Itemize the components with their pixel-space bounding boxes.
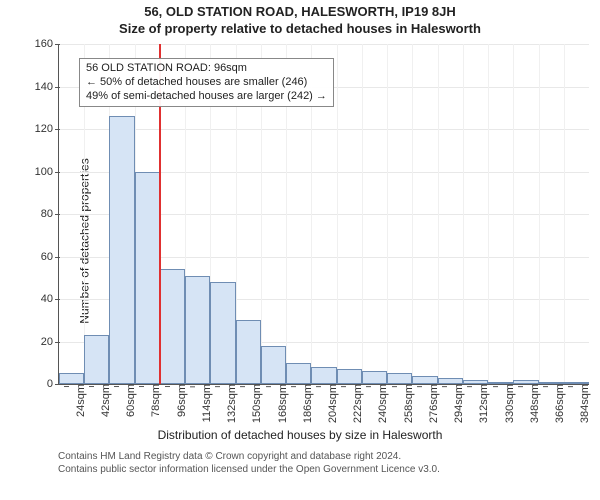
x-tick: 24sqm — [69, 384, 87, 417]
y-tick: 120 — [35, 123, 59, 135]
annotation-box: 56 OLD STATION ROAD: 96sqm ← 50% of deta… — [79, 58, 334, 107]
y-tick: 20 — [41, 336, 59, 348]
histogram-bar — [412, 376, 437, 385]
y-tick: 0 — [47, 378, 59, 390]
x-tick: 276sqm — [422, 384, 440, 423]
histogram-bar — [236, 320, 261, 384]
x-tick: 258sqm — [397, 384, 415, 423]
x-tick: 60sqm — [119, 384, 137, 417]
x-axis-label: Distribution of detached houses by size … — [0, 428, 600, 442]
chart-container: Number of detached properties 0204060801… — [0, 36, 600, 446]
x-tick: 222sqm — [346, 384, 364, 423]
x-tick: 384sqm — [573, 384, 591, 423]
address-title: 56, OLD STATION ROAD, HALESWORTH, IP19 8… — [0, 0, 600, 19]
gridline-v — [488, 44, 489, 384]
gridline-v — [387, 44, 388, 384]
annotation-line: 56 OLD STATION ROAD: 96sqm — [86, 62, 327, 76]
y-tick: 140 — [35, 81, 59, 93]
histogram-bar — [337, 369, 362, 384]
gridline-v — [539, 44, 540, 384]
x-tick: 42sqm — [94, 384, 112, 417]
y-tick: 160 — [35, 38, 59, 50]
histogram-bar — [185, 276, 210, 384]
histogram-bar — [135, 172, 160, 385]
histogram-bar — [210, 282, 235, 384]
x-tick: 240sqm — [371, 384, 389, 423]
x-tick: 96sqm — [170, 384, 188, 417]
x-tick: 312sqm — [472, 384, 490, 423]
gridline-v — [463, 44, 464, 384]
x-tick: 150sqm — [245, 384, 263, 423]
histogram-bar — [362, 371, 387, 384]
histogram-bar — [387, 373, 412, 384]
gridline-v — [337, 44, 338, 384]
footer-line: Contains public sector information licen… — [58, 463, 590, 476]
gridline-v — [513, 44, 514, 384]
y-tick: 80 — [41, 208, 59, 220]
x-tick: 330sqm — [498, 384, 516, 423]
gridline-v — [438, 44, 439, 384]
gridline-h — [59, 129, 589, 130]
x-tick: 204sqm — [321, 384, 339, 423]
annotation-line: ← 50% of detached houses are smaller (24… — [86, 76, 327, 90]
histogram-bar — [84, 335, 109, 384]
x-tick: 294sqm — [447, 384, 465, 423]
y-tick: 100 — [35, 166, 59, 178]
histogram-bar — [311, 367, 336, 384]
histogram-bar — [59, 373, 84, 384]
y-tick: 60 — [41, 251, 59, 263]
gridline-v — [412, 44, 413, 384]
annotation-line: 49% of semi-detached houses are larger (… — [86, 90, 327, 104]
header-block: 56, OLD STATION ROAD, HALESWORTH, IP19 8… — [0, 0, 600, 36]
attribution-footer: Contains HM Land Registry data © Crown c… — [0, 446, 600, 476]
x-tick: 78sqm — [144, 384, 162, 417]
chart-subtitle: Size of property relative to detached ho… — [0, 19, 600, 36]
footer-line: Contains HM Land Registry data © Crown c… — [58, 450, 590, 463]
histogram-bar — [109, 116, 134, 384]
y-tick: 40 — [41, 293, 59, 305]
gridline-v — [564, 44, 565, 384]
x-tick: 168sqm — [271, 384, 289, 423]
histogram-bar — [261, 346, 286, 384]
x-tick: 348sqm — [523, 384, 541, 423]
x-tick: 114sqm — [195, 384, 213, 422]
gridline-h — [59, 44, 589, 45]
x-tick: 186sqm — [296, 384, 314, 423]
x-tick: 132sqm — [220, 384, 238, 423]
plot-area: 02040608010012014016024sqm42sqm60sqm78sq… — [58, 44, 589, 385]
histogram-bar — [160, 269, 185, 384]
histogram-bar — [286, 363, 311, 384]
gridline-v — [362, 44, 363, 384]
x-tick: 366sqm — [548, 384, 566, 423]
